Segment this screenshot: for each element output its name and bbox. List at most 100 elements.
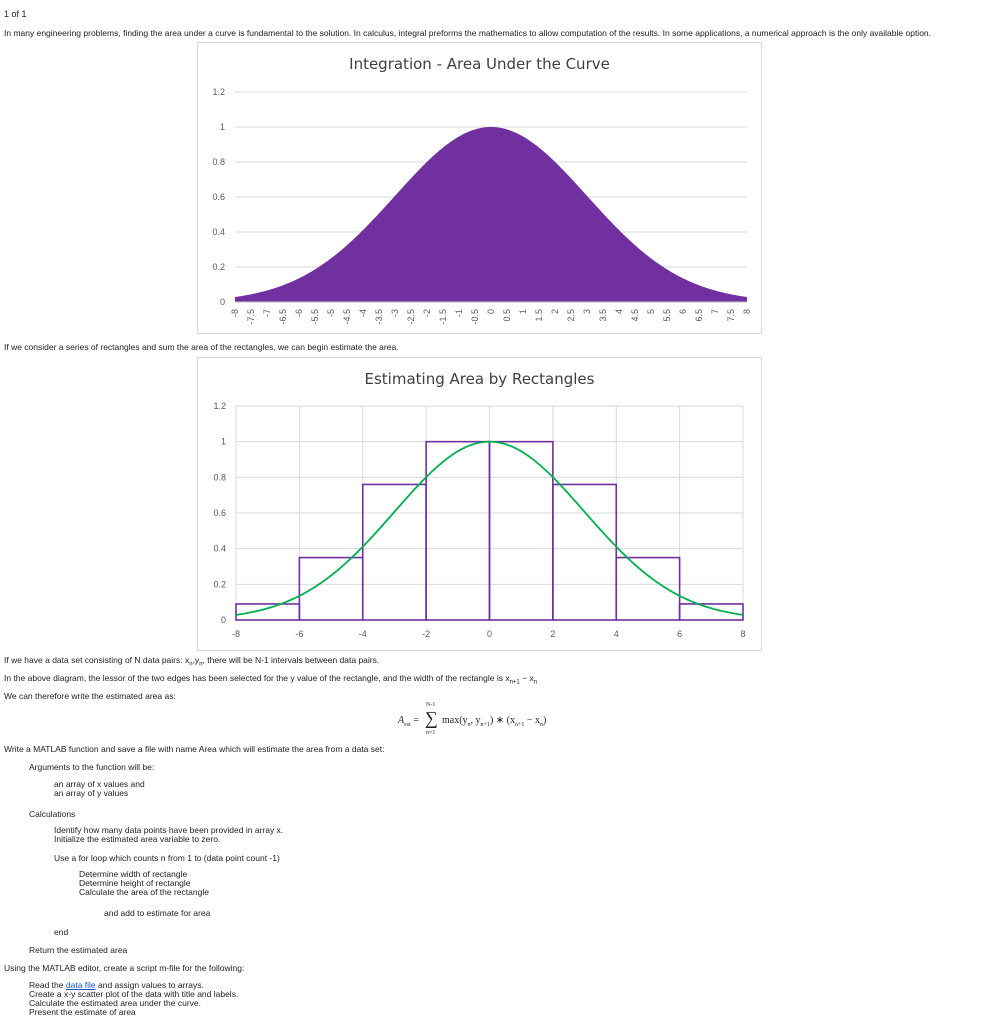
x-tick-label: -1.5: [438, 309, 448, 325]
x-tick-label: -6: [294, 309, 304, 317]
write-as-line: We can therefore write the estimated are…: [4, 691, 176, 701]
arg-item: an array of y values: [54, 788, 129, 798]
chart-area-plot: 0 0.2 0.4 0.6 0.8 1 1.2 -8 -7.5 -7 -6.5 -6 -5.5 -5 -4.…: [212, 87, 752, 325]
data-pairs-line: If we have a data set consisting of N da…: [4, 655, 380, 668]
arg-item: an array of x values and: [54, 779, 145, 789]
y-tick-label: 0.2: [212, 262, 225, 272]
x-tick-label: -8: [230, 309, 240, 317]
x-tick-label: 7: [710, 309, 720, 314]
x-tick-label: 0: [486, 309, 496, 314]
script-item-text: Read the: [29, 980, 66, 990]
y-tick-label: 1.2: [213, 401, 226, 411]
formula-body: max(y: [442, 715, 468, 726]
x-tick-label: 4: [614, 629, 619, 639]
y-tick-label: 0: [221, 615, 226, 625]
args-heading: Arguments to the function will be:: [29, 762, 155, 772]
x-tick-label: -4.5: [342, 309, 352, 325]
x-tick-label: -2: [422, 309, 432, 317]
x-tick-label: -8: [232, 629, 240, 639]
rectangles-intro: If we consider a series of rectangles an…: [4, 342, 399, 352]
calc-item: Identify how many data points have been …: [54, 825, 284, 835]
x-tick-label: 2: [550, 309, 560, 314]
rectangle: [361, 483, 427, 621]
x-tick-label: 6: [677, 629, 682, 639]
chart-title: Estimating Area by Rectangles: [364, 370, 595, 388]
chart-title: Integration - Area Under the Curve: [349, 55, 610, 73]
x-tick-label: -5: [326, 309, 336, 317]
y-tick-label: 0.8: [212, 157, 225, 167]
chart-rectangles: Estimating Area by Rectangles 0 0.2 0.4 0.6…: [197, 357, 762, 651]
y-tick-label: 0: [220, 297, 225, 307]
formula-lhs-sub: est: [404, 722, 411, 728]
x-tick-label: 7.5: [726, 309, 736, 322]
x-tick-label: 4: [614, 309, 624, 314]
pairs-text-a: If we have a data set consisting of N da…: [4, 655, 190, 665]
area-formula: Aest = N-1 ∑ n=1 max(yn, yn+1) ∗ (xn+1 −…: [398, 702, 547, 736]
page-indicator: 1 of 1: [4, 9, 27, 19]
loop-item: and add to estimate for area: [104, 908, 211, 918]
args-list: an array of x values and an array of y v…: [54, 780, 145, 798]
loop-item: Calculate the area of the rectangle: [79, 887, 209, 897]
y-tick-label: 1.2: [212, 87, 225, 97]
x-tick-label: -2: [422, 629, 430, 639]
x-tick-label: 3: [582, 309, 592, 314]
x-tick-label: 5.5: [662, 309, 672, 322]
x-tick-label: 3.5: [598, 309, 608, 322]
x-tick-label: 5: [646, 309, 656, 314]
calc-item: Use a for loop which counts n from 1 to …: [54, 853, 280, 863]
formula-lhs: A: [398, 715, 405, 726]
x-tick-label: -7: [262, 309, 272, 317]
script-item: Calculate the estimated area under the c…: [29, 998, 201, 1008]
data-file-link[interactable]: data file: [65, 980, 96, 990]
loop-item: Determine width of rectangle: [79, 869, 188, 879]
x-tick-label: -7.5: [246, 309, 256, 325]
x-tick-label: -6: [295, 629, 303, 639]
rectangle: [552, 483, 618, 621]
edges-text: In the above diagram, the lessor of the …: [4, 673, 510, 683]
x-tick-label: -3.5: [374, 309, 384, 325]
x-tick-label: 0: [487, 629, 492, 639]
end-keyword: end: [54, 927, 69, 937]
rectangle: [235, 603, 301, 621]
y-tick-label: 0.8: [213, 472, 226, 482]
x-tick-label: -4: [358, 309, 368, 317]
x-tick-label: 6: [678, 309, 688, 314]
loop-item: Determine height of rectangle: [79, 878, 191, 888]
x-tick-label: -1: [454, 309, 464, 317]
intro-paragraph: In many engineering problems, finding th…: [4, 28, 932, 38]
x-tick-label: 2.5: [566, 309, 576, 322]
rectangle: [615, 556, 681, 621]
x-tick-label: 8: [740, 629, 745, 639]
y-tick-label: 0.6: [213, 508, 226, 518]
y-tick-label: 0.4: [213, 544, 226, 554]
x-tick-label: -3: [390, 309, 400, 317]
script-item: Present the estimate of area: [29, 1007, 136, 1017]
x-tick-label: -5.5: [310, 309, 320, 325]
curve-line: [235, 440, 744, 616]
script-item: Read the data file and assign values to …: [29, 981, 238, 990]
edges-line: In the above diagram, the lessor of the …: [4, 673, 538, 686]
formula-tail: (x: [506, 715, 515, 726]
rectangle: [678, 603, 744, 621]
x-tick-label: 6.5: [694, 309, 704, 322]
loop-list: Determine width of rectangle Determine h…: [79, 870, 209, 897]
x-tick-label: 4.5: [630, 309, 640, 322]
pairs-text-b: there will be N-1 intervals between data…: [207, 655, 380, 665]
formula-sum-top: N-1: [426, 702, 436, 708]
x-tick-label: -0.5: [470, 309, 480, 325]
calc-list: Identify how many data points have been …: [54, 826, 283, 844]
script-item-text: and assign values to arrays.: [95, 980, 204, 990]
task-line: Write a MATLAB function and save a file …: [4, 744, 385, 754]
chart-area-under-curve: Integration - Area Under the Curve 0 0.2 0…: [197, 42, 762, 334]
y-tick-label: 0.2: [213, 579, 226, 589]
x-tick-label: 1.5: [534, 309, 544, 322]
formula-sigma: ∑: [425, 708, 438, 728]
calc-item: Initialize the estimated area variable t…: [54, 834, 221, 844]
y-tick-label: 0.4: [212, 227, 225, 237]
x-tick-label: -6.5: [278, 309, 288, 325]
script-list: Read the data file and assign values to …: [29, 981, 238, 1017]
y-tick-label: 1: [220, 122, 225, 132]
y-tick-label: 0.6: [212, 192, 225, 202]
x-tick-label: 2: [550, 629, 555, 639]
script-item: Create a x-y scatter plot of the data wi…: [29, 989, 239, 999]
